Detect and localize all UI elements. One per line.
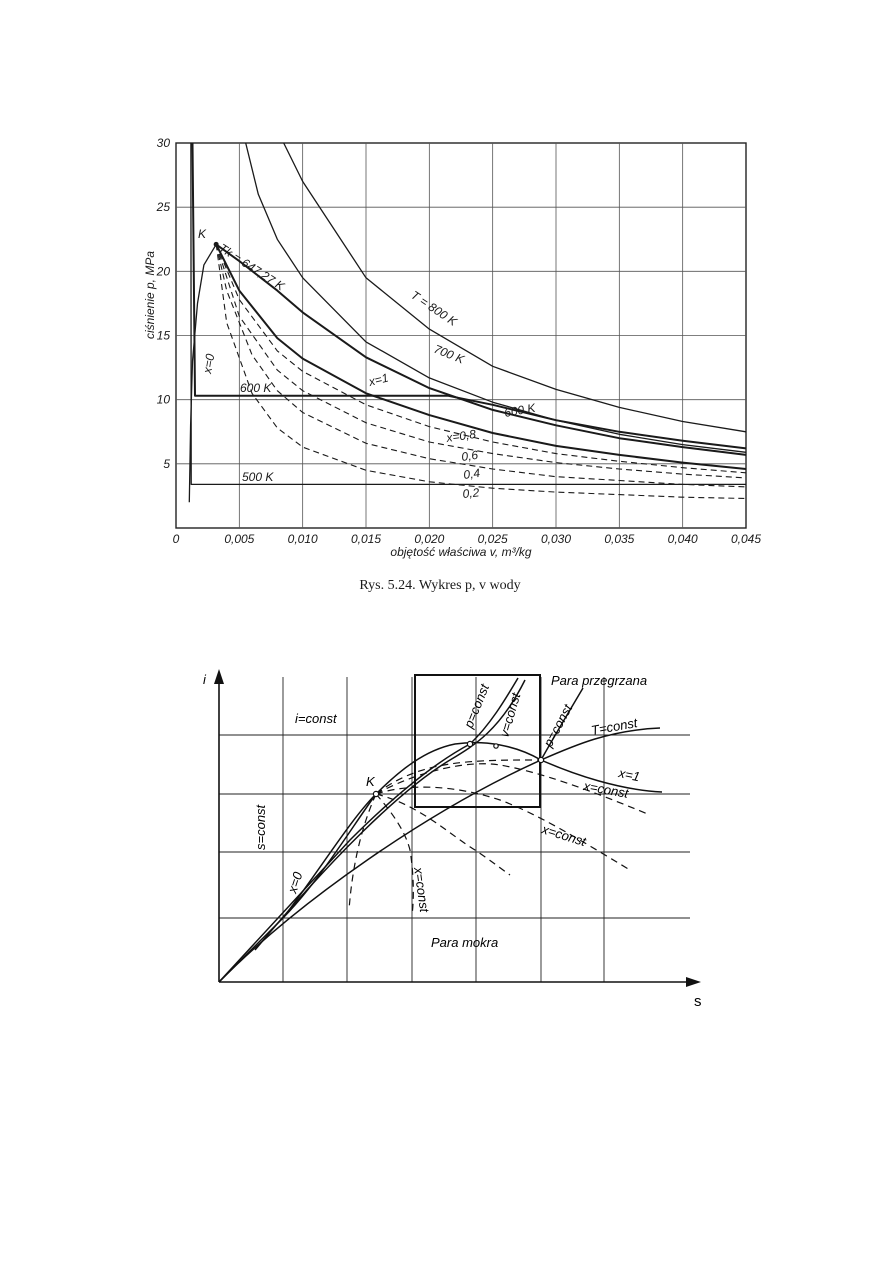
- pv-label-x0: x=0: [200, 352, 217, 375]
- pv-x-tick-label: 0,035: [604, 532, 634, 546]
- is-label-x-const-b: x=const: [539, 821, 589, 849]
- is-point-c: [493, 743, 499, 749]
- pv-y-tick-label: 5: [163, 457, 170, 471]
- pv-series-line-2: [215, 243, 747, 456]
- pv-x-axis-label: objętość właściwa v, m³/kg: [390, 545, 531, 559]
- pv-x-tick-label: 0,025: [478, 532, 508, 546]
- pv-y-tick-label: 30: [157, 136, 171, 150]
- pv-series-line-7: [215, 244, 747, 474]
- is-label-p-const-b: p=const: [540, 701, 576, 751]
- is-detail-box: [414, 674, 541, 808]
- is-saturation-curve: [218, 741, 663, 983]
- pv-y-tick-label: 25: [156, 200, 171, 214]
- is-point-b: [537, 756, 545, 764]
- is-critical-point-marker: [372, 790, 380, 798]
- pv-series-line-8: [215, 244, 747, 479]
- pv-x-tick-label: 0,030: [541, 532, 571, 546]
- pv-label-600k-right: 600 K: [503, 401, 537, 420]
- is-isobar-1: [218, 677, 519, 983]
- is-label-x-const-c: x=const: [411, 865, 432, 914]
- is-label-v-const: v=const: [496, 690, 523, 739]
- pv-y-axis-label: ciśnienie p, MPa: [143, 251, 157, 339]
- pv-label-600k-left: 600 K: [240, 381, 272, 395]
- pv-y-tick-label: 20: [156, 264, 171, 278]
- is-x-const-vertical: [375, 793, 414, 916]
- is-x-arrow-icon: [686, 977, 701, 987]
- pv-series-line-9: [215, 244, 747, 488]
- is-x-const-curve-3: [375, 793, 511, 876]
- is-point-a: [466, 740, 474, 748]
- pv-x-tick-label: 0,040: [668, 532, 698, 546]
- pv-x-tick-label: 0,020: [414, 532, 444, 546]
- is-markers: [372, 740, 545, 798]
- pv-series-line-0: [283, 142, 747, 433]
- is-y-arrow-icon: [214, 669, 224, 684]
- pv-x-tick-label: 0: [173, 532, 180, 546]
- pv-figure-caption: Rys. 5.24. Wykres p, v wody: [359, 578, 520, 593]
- pv-label-x08: x=0,8: [444, 427, 477, 445]
- pv-label-x04: 0,4: [462, 466, 481, 482]
- pv-x-tick-label: 0,005: [224, 532, 254, 546]
- is-x-const-curve-1: [375, 763, 651, 816]
- pv-x-tick-label: 0,045: [731, 532, 761, 546]
- is-solid-curves: [218, 677, 663, 983]
- pv-y-tick-label: 15: [157, 329, 171, 343]
- is-label-k: K: [366, 774, 376, 789]
- is-label-x0: x=0: [284, 869, 305, 896]
- is-x-const-upper: [375, 759, 542, 795]
- pv-tick-labels: 0 0,005 0,010 0,015 0,020 0,025 0,030 0,035 0,04…: [156, 136, 762, 546]
- pv-curves: [188, 142, 747, 503]
- pv-label-x02: 0,2: [462, 485, 480, 501]
- is-dashed-curves: [348, 759, 651, 916]
- pv-label-x06: 0,6: [460, 448, 479, 464]
- pv-grid: [176, 143, 746, 528]
- pv-chart: 0 0,005 0,010 0,015 0,020 0,025 0,030 0,035 0,04…: [143, 136, 761, 593]
- is-label-x1: x=1: [616, 765, 641, 784]
- pv-label-500k: 500 K: [242, 470, 274, 484]
- pv-critical-point-marker: [213, 241, 219, 247]
- pv-x-tick-label: 0,010: [288, 532, 318, 546]
- pv-label-t700: 700 K: [432, 342, 467, 367]
- pv-y-tick-label: 10: [157, 393, 171, 407]
- pv-label-x1: x=1: [366, 371, 389, 390]
- is-label-superheated: Para przegrzana: [551, 673, 647, 688]
- is-label-s-const: s=const: [253, 803, 268, 850]
- is-isentrope-x0: [282, 793, 377, 919]
- is-x-const-curve-2: [375, 786, 631, 871]
- is-isobar-2: [218, 687, 584, 983]
- is-label-i-const: i=const: [295, 711, 338, 726]
- is-isotherm: [540, 727, 661, 761]
- is-x-axis-label: s: [694, 993, 702, 1010]
- pv-critical-point-label: K: [198, 227, 207, 241]
- pv-series-line-10: [215, 244, 747, 500]
- is-y-axis-label: i: [203, 672, 207, 687]
- is-x-const-left: [348, 793, 377, 911]
- pv-label-t800: T = 800 K: [408, 288, 460, 329]
- is-label-wet: Para mokra: [431, 935, 498, 950]
- pv-x-tick-label: 0,015: [351, 532, 381, 546]
- is-diagram: i s Para przegrz: [203, 669, 702, 1010]
- pv-series-line-3: [215, 243, 747, 470]
- pv-series-line-6: [188, 244, 217, 503]
- pv-series-line-1: [245, 142, 747, 453]
- pv-series-line-4: [191, 142, 747, 450]
